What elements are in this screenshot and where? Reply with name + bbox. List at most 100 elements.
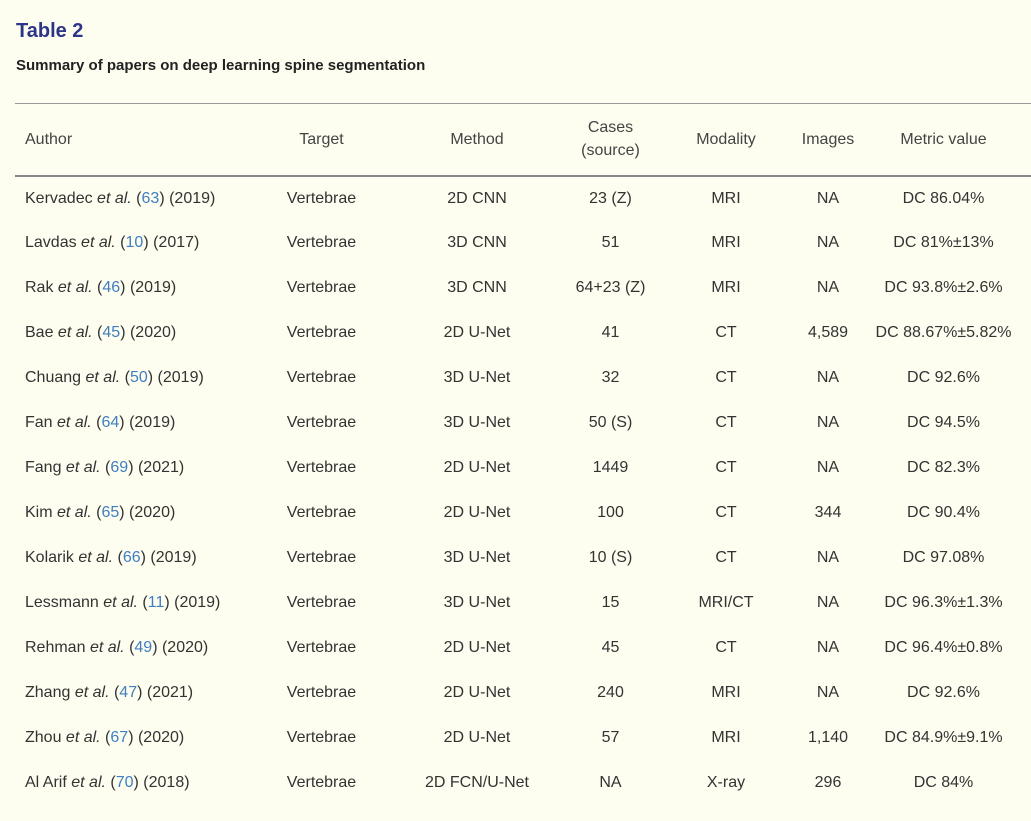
author-etal: et al. — [71, 774, 106, 791]
reference-link[interactable]: 69 — [110, 459, 129, 476]
cell-modality: MRI — [711, 684, 741, 701]
reference-link[interactable]: 46 — [102, 279, 121, 296]
author-ref-open: ( — [92, 324, 103, 341]
cell-images: NA — [816, 594, 840, 611]
cell-method: 2D U-Net — [443, 504, 511, 521]
cell-target: Vertebrae — [286, 684, 357, 701]
table-row: Lavdas et al. (10) (2017) Vertebrae 3D CNN… — [15, 221, 1031, 266]
table-row: Lessmann et al. (11) (2019) Vertebrae 3D U… — [15, 581, 1031, 626]
author-name: Al Arif — [25, 774, 67, 791]
author-etal: et al. — [103, 594, 138, 611]
cell-metric: DC 97.08% — [902, 549, 985, 566]
cell-cases: 45 — [601, 639, 620, 656]
author-etal: et al. — [78, 549, 114, 566]
cell-target: Vertebrae — [286, 594, 357, 611]
author-ref-open: ( — [109, 684, 120, 701]
cell-metric: DC 92.6% — [907, 684, 980, 701]
cell-images: 296 — [814, 774, 842, 791]
cell-method: 3D CNN — [447, 234, 507, 251]
cell-author: Lavdas et al. (10) (2017) — [15, 221, 258, 266]
table-row: Chuang et al. (50) (2019) Vertebrae 3D U-N… — [15, 356, 1031, 401]
author-ref-open: ( — [91, 504, 102, 521]
author-etal: et al. — [81, 234, 116, 251]
cell-metric: DC 90.4% — [907, 504, 980, 521]
cell-author: Kim et al. (65) (2020) — [15, 491, 258, 536]
author-etal: et al. — [97, 189, 132, 207]
cell-target: Vertebrae — [286, 639, 357, 656]
reference-link[interactable]: 64 — [101, 414, 120, 431]
author-year: ) (2019) — [140, 549, 197, 566]
author-name: Kim — [25, 504, 53, 521]
cell-metric: DC 81%±13% — [893, 234, 994, 251]
cell-cases: 51 — [601, 234, 620, 251]
author-name: Chuang — [25, 369, 82, 386]
reference-link[interactable]: 45 — [102, 324, 121, 341]
author-year: ) (2019) — [164, 594, 221, 611]
cell-modality: CT — [715, 549, 737, 566]
cell-modality: CT — [715, 414, 737, 431]
cell-cases: 23 (Z) — [589, 189, 632, 207]
header-cases-line1: Cases — [587, 119, 634, 137]
cell-images: NA — [816, 414, 840, 431]
author-name: Fang — [25, 459, 62, 476]
table-row: Bae et al. (45) (2020) Vertebrae 2D U-Net 4… — [15, 311, 1031, 356]
author-year: ) (2020) — [128, 729, 185, 746]
summary-table: Author Target Method Cases (source) Moda… — [15, 103, 1031, 806]
table-row: Zhang et al. (47) (2021) Vertebrae 2D U-Ne… — [15, 671, 1031, 716]
cell-method: 2D U-Net — [443, 324, 511, 341]
reference-link[interactable]: 63 — [141, 189, 160, 207]
cell-author: Lessmann et al. (11) (2019) — [15, 581, 258, 626]
cell-author: Rak et al. (46) (2019) — [15, 266, 258, 311]
cell-method: 3D U-Net — [443, 414, 511, 431]
author-year: ) (2021) — [137, 684, 194, 701]
author-etal: et al. — [57, 324, 93, 341]
author-year: ) (2019) — [159, 189, 216, 207]
cell-cases: 15 — [601, 594, 620, 611]
reference-link[interactable]: 65 — [101, 504, 120, 521]
cell-method: 3D CNN — [447, 279, 507, 296]
cell-target: Vertebrae — [286, 324, 357, 341]
reference-link[interactable]: 47 — [119, 684, 138, 701]
author-year: ) (2017) — [143, 234, 200, 251]
author-etal: et al. — [57, 414, 92, 431]
cell-metric: DC 84% — [913, 774, 974, 791]
author-ref-open: ( — [92, 279, 103, 296]
author-etal: et al. — [74, 684, 110, 701]
author-name: Rehman — [25, 639, 86, 656]
cell-target: Vertebrae — [286, 774, 357, 791]
reference-link[interactable]: 50 — [129, 369, 148, 386]
cell-modality: CT — [715, 504, 737, 521]
cell-modality: CT — [715, 459, 737, 476]
author-year: ) (2021) — [128, 459, 185, 476]
cell-images: NA — [816, 639, 840, 656]
cell-method: 2D U-Net — [443, 639, 511, 656]
reference-link[interactable]: 11 — [147, 594, 165, 611]
reference-link[interactable]: 70 — [115, 774, 134, 791]
reference-link[interactable]: 66 — [122, 549, 141, 566]
author-etal: et al. — [57, 279, 93, 296]
table-row: Fan et al. (64) (2019) Vertebrae 3D U-Net 5… — [15, 401, 1031, 446]
header-images: Images — [800, 103, 856, 177]
reference-link[interactable]: 10 — [125, 234, 144, 251]
cell-target: Vertebrae — [286, 729, 357, 746]
author-etal: et al. — [65, 459, 101, 476]
cell-target: Vertebrae — [286, 189, 357, 207]
table-header-row: Author Target Method Cases (source) Moda… — [15, 103, 1031, 177]
author-name: Rak — [25, 279, 54, 296]
cell-author: Zhou et al. (67) (2020) — [15, 716, 258, 761]
reference-link[interactable]: 67 — [110, 729, 129, 746]
author-year: ) (2019) — [147, 369, 204, 386]
cell-author: Kervadec et al. (63) (2019) — [15, 176, 258, 221]
author-name: Bae — [25, 324, 54, 341]
cell-metric: DC 88.67%±5.82% — [875, 324, 1012, 341]
author-year: ) (2019) — [120, 279, 177, 296]
cell-metric: DC 96.3%±1.3% — [884, 594, 1003, 611]
reference-link[interactable]: 49 — [134, 639, 153, 656]
header-cases-line2: (source) — [581, 142, 640, 160]
cell-images: 1,140 — [807, 729, 849, 746]
author-ref-open: ( — [115, 234, 126, 251]
author-year: ) (2019) — [119, 414, 176, 431]
author-year: ) (2018) — [133, 774, 190, 791]
table-row: Fang et al. (69) (2021) Vertebrae 2D U-Net… — [15, 446, 1031, 491]
